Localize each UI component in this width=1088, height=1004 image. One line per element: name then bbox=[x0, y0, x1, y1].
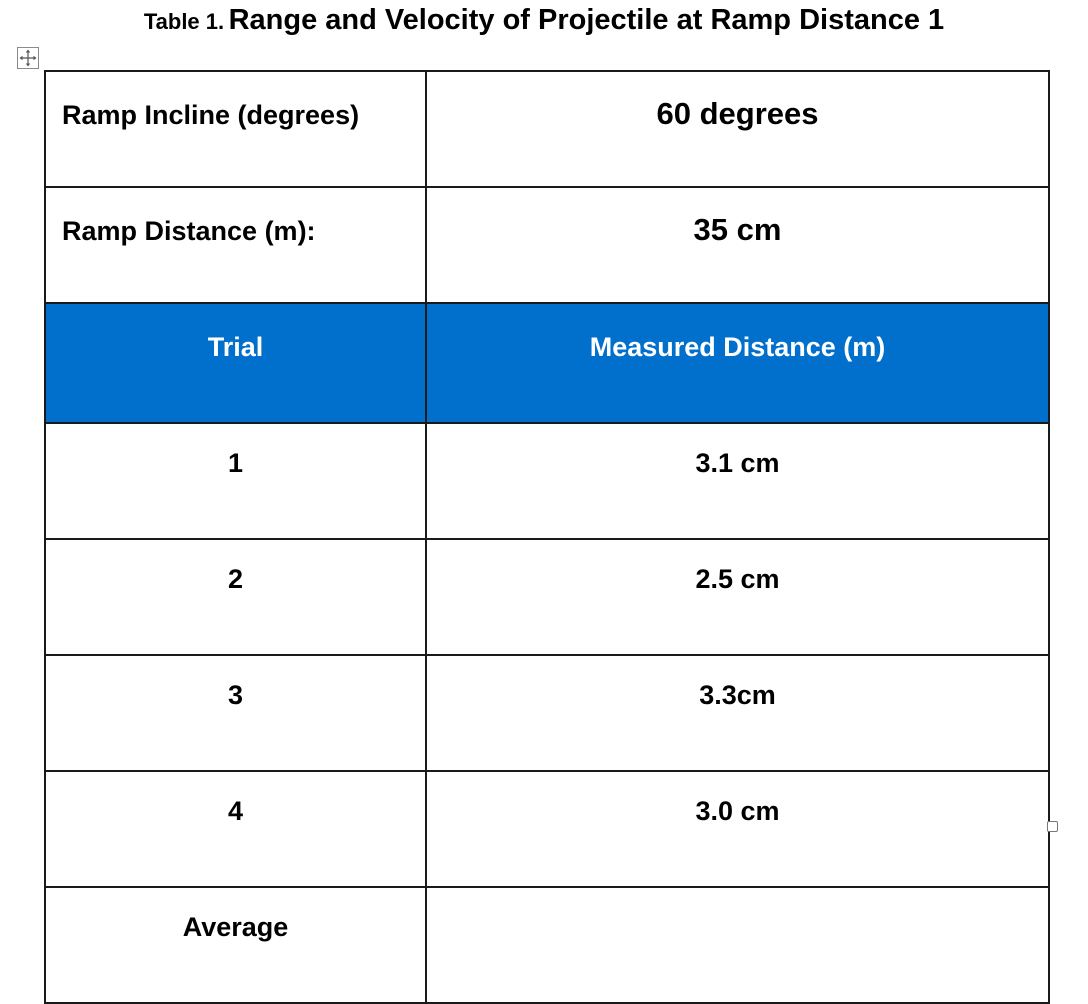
measured-distance-cell[interactable]: 3.3cm bbox=[425, 654, 1050, 772]
ramp-distance-label[interactable]: Ramp Distance (m): bbox=[44, 186, 427, 304]
table-row-ramp-incline: Ramp Incline (degrees) 60 degrees bbox=[44, 70, 1050, 188]
ramp-distance-value[interactable]: 35 cm bbox=[425, 186, 1050, 304]
table-caption: Table 1. Range and Velocity of Projectil… bbox=[0, 4, 1088, 37]
table-row-average: Average bbox=[44, 886, 1050, 1004]
caption-title: Range and Velocity of Projectile at Ramp… bbox=[228, 4, 945, 36]
measured-distance-cell[interactable]: 2.5 cm bbox=[425, 538, 1050, 656]
trial-column-header[interactable]: Trial bbox=[44, 302, 427, 424]
trial-number-cell[interactable]: 1 bbox=[44, 422, 427, 540]
measured-distance-column-header[interactable]: Measured Distance (m) bbox=[425, 302, 1050, 424]
measured-distance-cell[interactable]: 3.0 cm bbox=[425, 770, 1050, 888]
table-row: 4 3.0 cm bbox=[44, 770, 1050, 888]
caption-label: Table 1. bbox=[143, 9, 225, 34]
table-header-row: Trial Measured Distance (m) bbox=[44, 302, 1050, 424]
trial-number-cell[interactable]: 4 bbox=[44, 770, 427, 888]
table-row: 3 3.3cm bbox=[44, 654, 1050, 772]
projectile-data-table: Ramp Incline (degrees) 60 degrees Ramp D… bbox=[44, 70, 1050, 1004]
ramp-incline-label[interactable]: Ramp Incline (degrees) bbox=[44, 70, 427, 188]
trial-number-cell[interactable]: 2 bbox=[44, 538, 427, 656]
measured-distance-cell[interactable]: 3.1 cm bbox=[425, 422, 1050, 540]
table-row: 1 3.1 cm bbox=[44, 422, 1050, 540]
move-arrows-icon[interactable] bbox=[17, 47, 39, 69]
average-label-cell[interactable]: Average bbox=[44, 886, 427, 1004]
table-row-ramp-distance: Ramp Distance (m): 35 cm bbox=[44, 186, 1050, 304]
ramp-incline-value[interactable]: 60 degrees bbox=[425, 70, 1050, 188]
resize-handle-icon[interactable] bbox=[1047, 821, 1058, 832]
table-row: 2 2.5 cm bbox=[44, 538, 1050, 656]
trial-number-cell[interactable]: 3 bbox=[44, 654, 427, 772]
average-value-cell[interactable] bbox=[425, 886, 1050, 1004]
